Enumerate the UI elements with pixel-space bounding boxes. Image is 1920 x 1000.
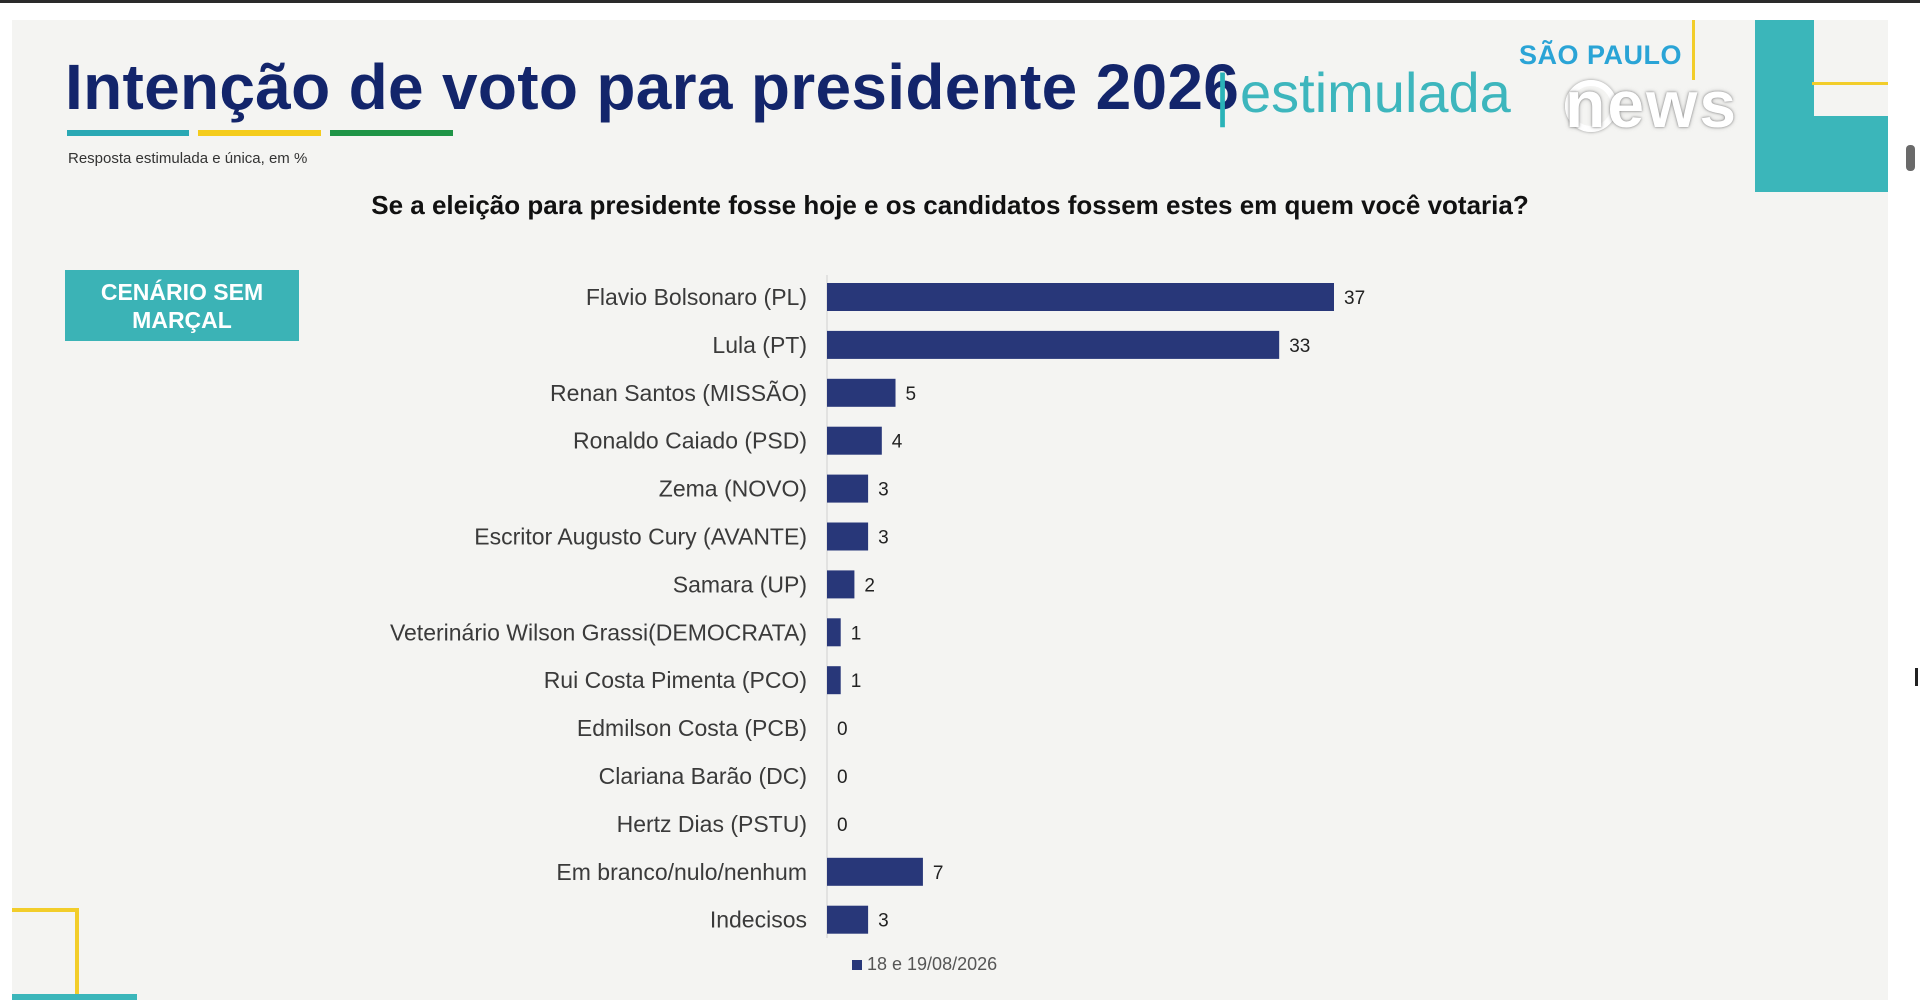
brand-logo: news — [1565, 67, 1739, 141]
category-label: Clariana Barão (DC) — [599, 763, 807, 789]
data-label: 7 — [933, 863, 944, 884]
data-label: 5 — [906, 384, 917, 405]
bar — [827, 570, 855, 599]
chart-subtitle: Resposta estimulada e única, em % — [68, 150, 308, 167]
decor-yellow-corner-v — [75, 908, 79, 1000]
category-label: Samara (UP) — [673, 571, 807, 597]
category-label: Zema (NOVO) — [659, 476, 807, 502]
text-cursor-icon — [1915, 668, 1918, 686]
bar — [827, 618, 841, 647]
data-label: 37 — [1344, 288, 1365, 309]
bar — [827, 857, 923, 886]
decor-white-block — [1814, 20, 1888, 116]
data-label: 0 — [837, 719, 848, 740]
bar — [827, 474, 869, 503]
data-label: 1 — [851, 671, 862, 692]
data-label: 2 — [864, 575, 875, 596]
data-label: 3 — [878, 911, 889, 932]
legend-swatch — [852, 960, 862, 970]
category-label: Hertz Dias (PSTU) — [617, 811, 807, 837]
title-separator: | — [1215, 63, 1231, 128]
data-label: 0 — [837, 767, 848, 788]
decor-teal-corner — [12, 994, 137, 1000]
brand-region: SÃO PAULO — [1519, 40, 1683, 70]
data-label: 1 — [851, 623, 862, 644]
category-label: Ronaldo Caiado (PSD) — [573, 428, 807, 454]
category-label: Rui Costa Pimenta (PCO) — [544, 667, 807, 693]
underline-yellow — [198, 130, 321, 136]
bar — [827, 522, 869, 551]
scrollbar-track[interactable] — [1888, 3, 1920, 1000]
data-label: 33 — [1289, 336, 1310, 357]
data-label: 3 — [878, 480, 889, 501]
category-label: Em branco/nulo/nenhum — [556, 859, 807, 885]
globo-icon — [1565, 80, 1617, 132]
category-label: Edmilson Costa (PCB) — [577, 715, 807, 741]
window-top-border — [0, 0, 1920, 3]
decor-yellow-corner-h — [12, 908, 78, 912]
bar — [827, 378, 896, 407]
bar — [827, 283, 1334, 311]
scrollbar-thumb[interactable] — [1906, 145, 1915, 171]
underline-green — [330, 130, 453, 136]
category-label: Lula (PT) — [712, 332, 807, 358]
category-label: Veterinário Wilson Grassi(DEMOCRATA) — [390, 619, 807, 645]
data-label: 4 — [892, 432, 903, 453]
slide: SÃO PAULO news Intenção de voto para pre… — [12, 20, 1888, 1000]
underline-teal — [67, 130, 189, 136]
data-label: 3 — [878, 528, 889, 549]
category-label: Indecisos — [710, 907, 807, 933]
scenario-badge: CENÁRIO SEM MARÇAL — [65, 270, 299, 341]
category-label: Escritor Augusto Cury (AVANTE) — [474, 524, 807, 550]
bar — [827, 426, 882, 455]
legend-label: 18 e 19/08/2026 — [867, 954, 997, 974]
decor-yellow-line — [1692, 20, 1695, 80]
bar — [827, 905, 869, 934]
category-label: Flavio Bolsonaro (PL) — [586, 284, 807, 310]
page-title: Intenção de voto para presidente 2026 — [65, 51, 1240, 123]
bar — [827, 666, 841, 695]
decor-yellow-hline — [1812, 82, 1888, 85]
bar — [827, 330, 1280, 359]
title-subtitle: estimulada — [1240, 61, 1511, 124]
category-label: Renan Santos (MISSÃO) — [550, 380, 807, 406]
survey-question: Se a eleição para presidente fosse hoje … — [371, 190, 1529, 220]
data-label: 0 — [837, 815, 848, 836]
